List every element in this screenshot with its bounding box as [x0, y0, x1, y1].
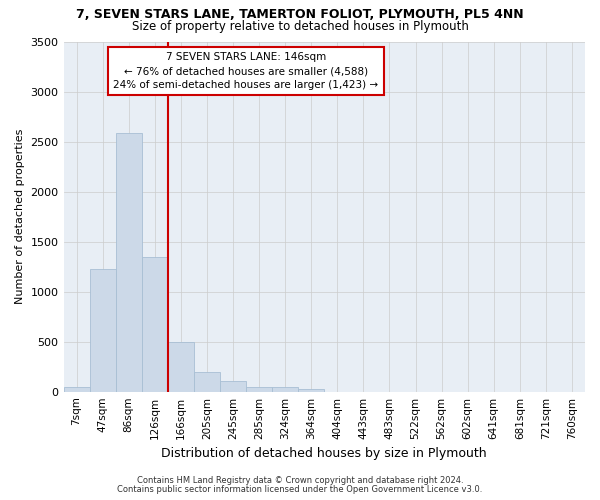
Bar	[116, 132, 142, 392]
Bar	[142, 256, 168, 392]
Bar	[298, 388, 324, 392]
Text: Size of property relative to detached houses in Plymouth: Size of property relative to detached ho…	[131, 20, 469, 33]
Bar	[246, 386, 272, 392]
Text: 7, SEVEN STARS LANE, TAMERTON FOLIOT, PLYMOUTH, PL5 4NN: 7, SEVEN STARS LANE, TAMERTON FOLIOT, PL…	[76, 8, 524, 20]
Bar	[89, 268, 116, 392]
Text: 7 SEVEN STARS LANE: 146sqm
← 76% of detached houses are smaller (4,588)
24% of s: 7 SEVEN STARS LANE: 146sqm ← 76% of deta…	[113, 52, 379, 90]
Bar	[220, 380, 246, 392]
X-axis label: Distribution of detached houses by size in Plymouth: Distribution of detached houses by size …	[161, 447, 487, 460]
Text: Contains public sector information licensed under the Open Government Licence v3: Contains public sector information licen…	[118, 485, 482, 494]
Text: Contains HM Land Registry data © Crown copyright and database right 2024.: Contains HM Land Registry data © Crown c…	[137, 476, 463, 485]
Bar	[194, 372, 220, 392]
Bar	[64, 386, 89, 392]
Bar	[168, 342, 194, 392]
Bar	[272, 386, 298, 392]
Y-axis label: Number of detached properties: Number of detached properties	[15, 129, 25, 304]
